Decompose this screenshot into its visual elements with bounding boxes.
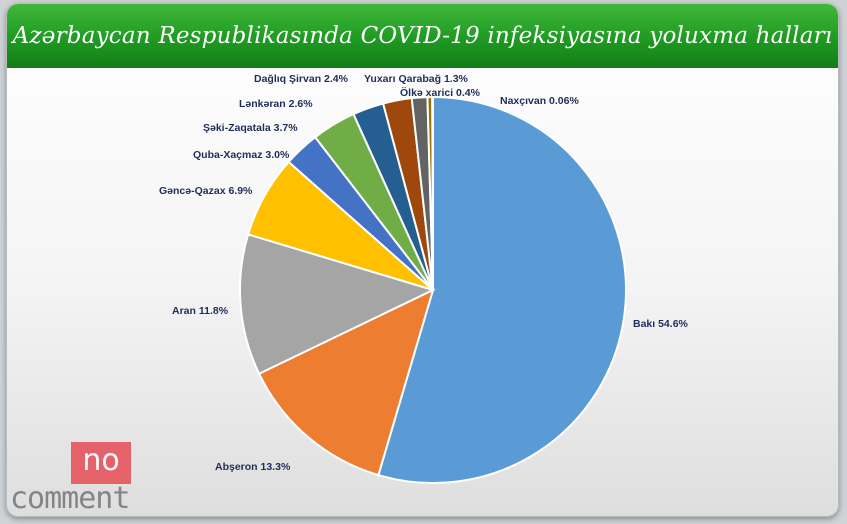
slice-label: Şəki-Zaqatala 3.7% (203, 122, 298, 134)
slice-label: Ölkə xarici 0.4% (400, 86, 481, 99)
pie-labels: Bakı 54.6% Abşeron 13.3% Aran 11.8% Gəncə-Q… (159, 73, 689, 473)
watermark-comment: comment (10, 481, 130, 516)
pie-slice-naxçıvan (431, 95, 434, 291)
slice-label: Gəncə-Qazax 6.9% (159, 185, 253, 197)
pie-slices (239, 95, 627, 484)
slice-label: Yuxarı Qarabağ 1.3% (364, 73, 469, 85)
pie-slice-abşeron (257, 288, 435, 477)
slice-label: Aran 11.8% (172, 305, 229, 317)
title-banner: Azərbaycan Respublikasında COVID-19 infe… (7, 4, 838, 68)
watermark-logo: no (71, 442, 131, 484)
pie-slice-aran (239, 233, 436, 376)
slice-label: Bakı 54.6% (633, 318, 689, 330)
chart-title: Azərbaycan Respublikasında COVID-19 infe… (12, 23, 833, 49)
slice-label: Lənkəran 2.6% (239, 98, 313, 110)
watermark-no: no (82, 443, 120, 478)
slice-label: Abşeron 13.3% (215, 461, 291, 473)
pie-slice-bakı (377, 95, 627, 484)
slice-label: Quba-Xaçmaz 3.0% (193, 149, 290, 161)
slice-label: Dağlıq Şirvan 2.4% (254, 73, 349, 85)
slice-label: Naxçıvan 0.06% (500, 95, 579, 107)
